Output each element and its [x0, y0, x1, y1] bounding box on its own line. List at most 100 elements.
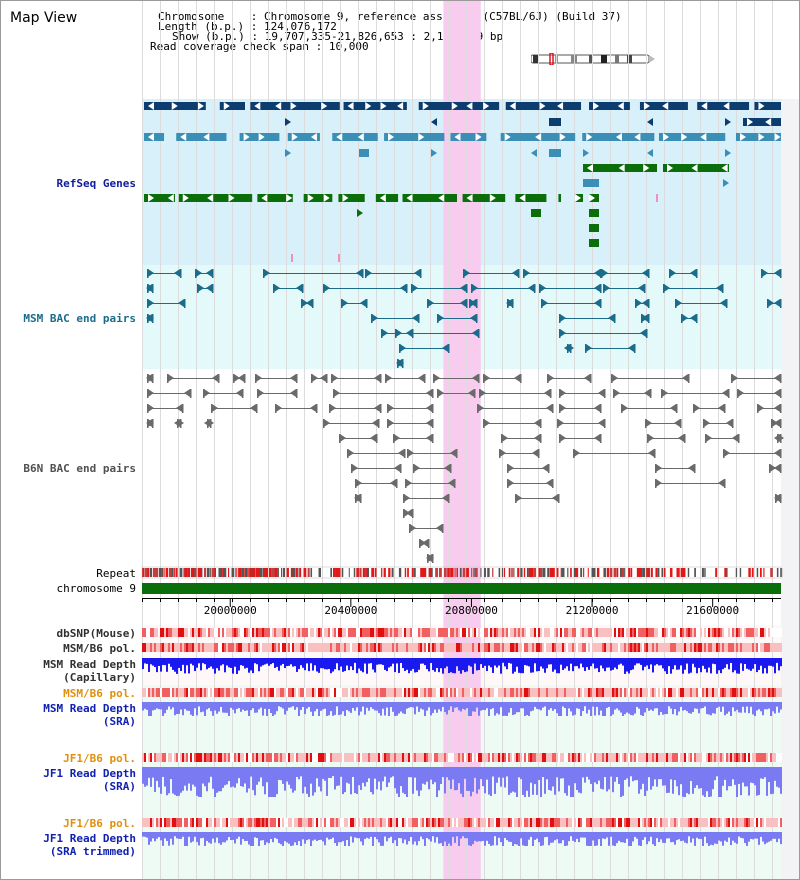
depth-bin — [276, 702, 278, 712]
snp-bin — [210, 818, 212, 827]
snp-bin — [418, 628, 420, 637]
gene-feature — [303, 194, 333, 202]
depth-bin — [720, 702, 722, 712]
snp-bin — [640, 643, 642, 652]
depth-bin — [574, 832, 576, 842]
snp-bin — [670, 753, 672, 762]
bac-end — [681, 314, 683, 323]
repeat-element — [372, 568, 375, 577]
snp-bin — [290, 818, 292, 827]
snp-bin — [412, 818, 414, 827]
depth-bin — [458, 702, 460, 711]
depth-bin — [404, 702, 406, 715]
depth-bin — [322, 658, 324, 669]
snp-bin — [320, 628, 322, 637]
snp-bin — [608, 818, 610, 827]
depth-bin — [640, 767, 642, 790]
snp-bin — [598, 818, 600, 827]
snp-bin — [504, 818, 506, 827]
depth-bin — [556, 702, 558, 714]
feature-arrow — [534, 419, 540, 427]
bac-end — [296, 389, 298, 398]
snp-bin — [416, 753, 418, 762]
snp-bin — [376, 818, 378, 827]
gene-feature — [219, 102, 245, 110]
feature-arrow — [519, 194, 526, 202]
snp-bin — [590, 753, 592, 762]
depth-bin — [604, 832, 606, 840]
depth-bin — [738, 702, 740, 713]
feature-arrow — [614, 389, 620, 397]
snp-bin — [310, 643, 312, 652]
bac-end — [433, 374, 435, 383]
depth-bin — [486, 658, 488, 672]
depth-bin — [304, 767, 306, 787]
depth-bin — [192, 832, 194, 842]
repeat-element — [639, 568, 642, 577]
feature-arrow — [330, 404, 336, 412]
depth-bin — [302, 658, 304, 668]
snp-bin — [554, 628, 556, 637]
repeat-element — [407, 568, 409, 577]
feature-arrow — [254, 102, 261, 110]
snp-bin — [746, 628, 748, 637]
depth-bin — [470, 658, 472, 667]
depth-bin — [558, 702, 560, 716]
feature-arrow — [426, 434, 432, 442]
snp-bin — [706, 818, 708, 827]
snp-bin — [678, 628, 680, 637]
track-label-dbsnp: dbSNP(Mouse) — [56, 627, 136, 640]
snp-bin — [694, 628, 696, 637]
bac-end — [680, 419, 682, 428]
snp-bin — [558, 628, 560, 637]
snp-bin — [332, 753, 334, 762]
depth-bin — [420, 702, 422, 709]
depth-bin — [652, 832, 654, 845]
feature-arrow — [768, 299, 774, 307]
depth-bin — [714, 658, 716, 665]
snp-bin — [282, 628, 284, 637]
bac-end — [644, 284, 646, 293]
depth-bin — [654, 658, 656, 666]
snp-bin — [708, 628, 710, 637]
depth-bin — [406, 658, 408, 670]
depth-bin — [418, 767, 420, 797]
bac-end — [302, 284, 304, 293]
snp-bin — [716, 628, 718, 637]
snp-bin — [650, 628, 652, 637]
depth-bin — [284, 767, 286, 791]
snp-bin — [680, 628, 682, 637]
snp-bin — [662, 628, 664, 637]
depth-bin — [672, 832, 674, 843]
snp-bin — [552, 688, 554, 697]
depth-bin — [742, 832, 744, 839]
snp-bin — [682, 818, 684, 827]
depth-bin — [456, 832, 458, 837]
repeat-element — [223, 568, 226, 577]
snp-bin — [560, 753, 562, 762]
snp-bin — [456, 643, 458, 652]
snp-bin — [232, 643, 234, 652]
depth-bin — [390, 767, 392, 778]
depth-bin — [622, 767, 624, 796]
depth-bin — [218, 702, 220, 712]
snp-bin — [706, 643, 708, 652]
feature-arrow — [442, 344, 448, 352]
depth-bin — [252, 702, 254, 709]
snp-bin — [662, 753, 664, 762]
depth-bin — [350, 702, 352, 713]
snp-bin — [254, 688, 256, 697]
snp-bin — [202, 688, 204, 697]
snp-bin — [236, 688, 238, 697]
snp-bin — [374, 688, 376, 697]
feature-arrow — [622, 404, 628, 412]
snp-bin — [224, 628, 226, 637]
depth-bin — [172, 658, 174, 670]
snp-bin — [406, 818, 408, 827]
repeat-element — [165, 568, 169, 577]
snp-bin — [624, 643, 626, 652]
snp-bin — [506, 753, 508, 762]
depth-bin — [584, 658, 586, 671]
depth-bin — [520, 702, 522, 709]
